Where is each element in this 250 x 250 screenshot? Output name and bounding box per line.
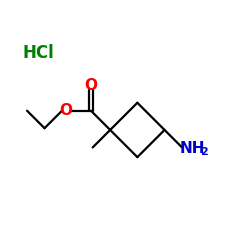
- Text: O: O: [59, 103, 72, 118]
- Text: 2: 2: [200, 147, 208, 157]
- Text: HCl: HCl: [22, 44, 54, 62]
- Text: NH: NH: [180, 141, 205, 156]
- Text: O: O: [84, 78, 98, 93]
